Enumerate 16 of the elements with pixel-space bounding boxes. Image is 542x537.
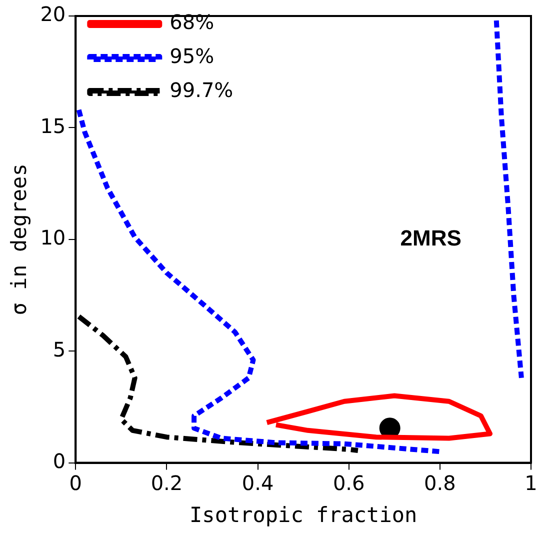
y-tick-label: 15 [40, 114, 66, 138]
y-tick-label: 20 [40, 2, 66, 26]
x-tick-label: 0.4 [242, 471, 274, 496]
legend-label: 95% [170, 44, 214, 68]
y-tick-label: 10 [40, 226, 66, 250]
x-axis-title: Isotropic fraction [190, 502, 418, 527]
x-tick-label: 0.2 [150, 471, 183, 496]
x-tick-label: 1 [524, 471, 538, 496]
y-tick-label: 5 [52, 337, 66, 362]
y-axis-title: σ in degrees [7, 164, 32, 316]
x-tick-label: 0 [69, 471, 82, 496]
x-tick-label: 0.8 [424, 471, 456, 496]
x-tick-label: 0.6 [332, 471, 365, 496]
annotation: 2MRS [400, 225, 462, 250]
y-tick-label: 0 [52, 449, 66, 474]
legend-label: 99.7% [170, 78, 234, 102]
